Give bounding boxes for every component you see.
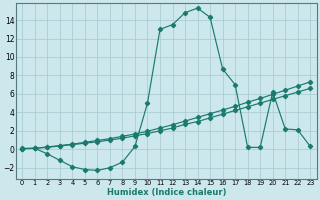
X-axis label: Humidex (Indice chaleur): Humidex (Indice chaleur) <box>107 188 226 197</box>
